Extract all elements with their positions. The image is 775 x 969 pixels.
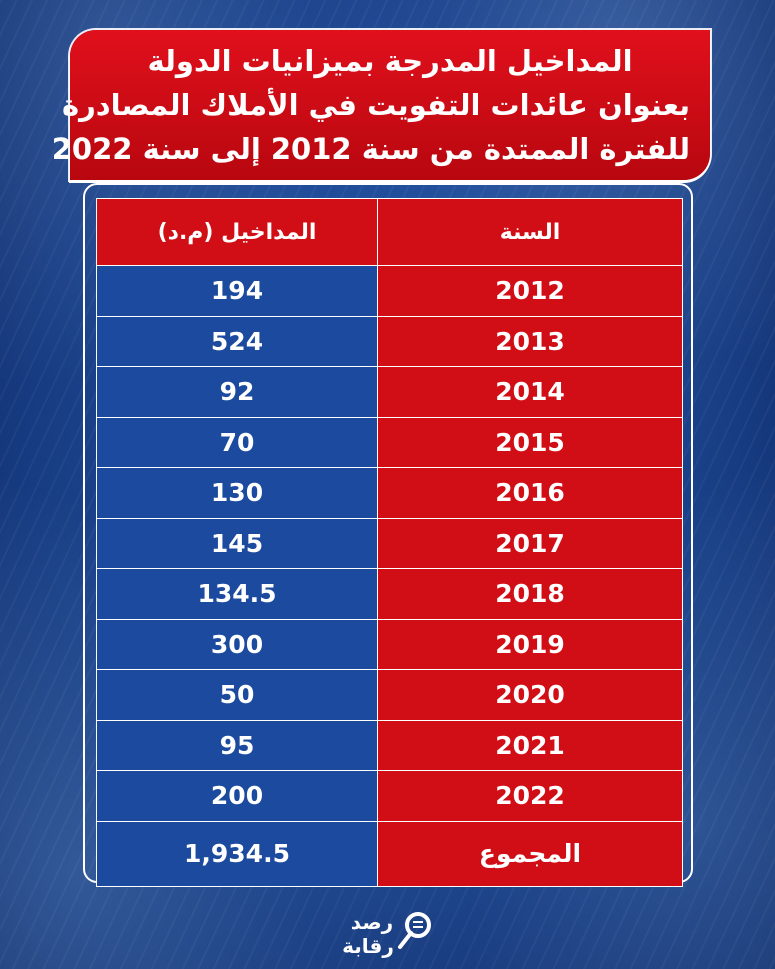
year-cell: 2012	[377, 265, 683, 317]
logo: رصد رقابة	[342, 910, 431, 958]
total-value: 1,934.5	[96, 820, 378, 887]
logo-text-top: رصد	[351, 910, 393, 934]
total-row: 1,934.5 المجموع	[96, 820, 683, 887]
table-row: 134.5 2018	[96, 568, 683, 620]
year-cell: 2014	[377, 366, 683, 418]
table-row: 200 2022	[96, 770, 683, 822]
year-cell: 2019	[377, 618, 683, 670]
year-cell: 2017	[377, 517, 683, 569]
header-year: السنة	[377, 198, 683, 266]
title-banner: المداخيل المدرجة بميزانيات الدولة بعنوان…	[51, 30, 710, 180]
table-row: 145 2017	[96, 517, 683, 569]
table-header-row: المداخيل (م.د) السنة	[96, 198, 683, 266]
revenue-cell: 50	[96, 669, 378, 721]
logo-text-bottom: رقابة	[342, 934, 394, 958]
year-cell: 2015	[377, 416, 683, 468]
revenue-cell: 70	[96, 416, 378, 468]
revenue-cell: 300	[96, 618, 378, 670]
revenue-cell: 130	[96, 467, 378, 519]
year-cell: 2016	[377, 467, 683, 519]
revenue-cell: 194	[96, 265, 378, 317]
table-row: 130 2016	[96, 467, 683, 519]
year-cell: 2020	[377, 669, 683, 721]
total-label: المجموع	[377, 820, 683, 887]
table-row: 524 2013	[96, 315, 683, 367]
revenue-cell: 95	[96, 719, 378, 771]
table-row: 95 2021	[96, 719, 683, 771]
table-row: 50 2020	[96, 669, 683, 721]
year-cell: 2018	[377, 568, 683, 620]
table-row: 194 2012	[96, 265, 683, 317]
revenue-cell: 145	[96, 517, 378, 569]
revenue-table: المداخيل (م.د) السنة 194 2012 524 2013 9…	[96, 198, 683, 887]
revenue-cell: 134.5	[96, 568, 378, 620]
header-revenue: المداخيل (م.د)	[96, 198, 378, 266]
revenue-cell: 524	[96, 315, 378, 367]
table-row: 70 2015	[96, 416, 683, 468]
revenue-cell: 92	[96, 366, 378, 418]
title-line-3: للفترة الممتدة من سنة 2012 إلى سنة 2022	[51, 132, 690, 166]
magnifier-icon	[398, 912, 431, 949]
revenue-cell: 200	[96, 770, 378, 822]
year-cell: 2013	[377, 315, 683, 367]
table-row: 92 2014	[96, 366, 683, 418]
title-line-2: بعنوان عائدات التفويت في الأملاك المصادر…	[61, 88, 690, 122]
year-cell: 2022	[377, 770, 683, 822]
title-line-1: المداخيل المدرجة بميزانيات الدولة	[147, 44, 633, 78]
year-cell: 2021	[377, 719, 683, 771]
table-row: 300 2019	[96, 618, 683, 670]
